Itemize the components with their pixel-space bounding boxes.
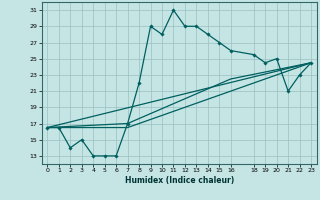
X-axis label: Humidex (Indice chaleur): Humidex (Indice chaleur): [124, 176, 234, 185]
